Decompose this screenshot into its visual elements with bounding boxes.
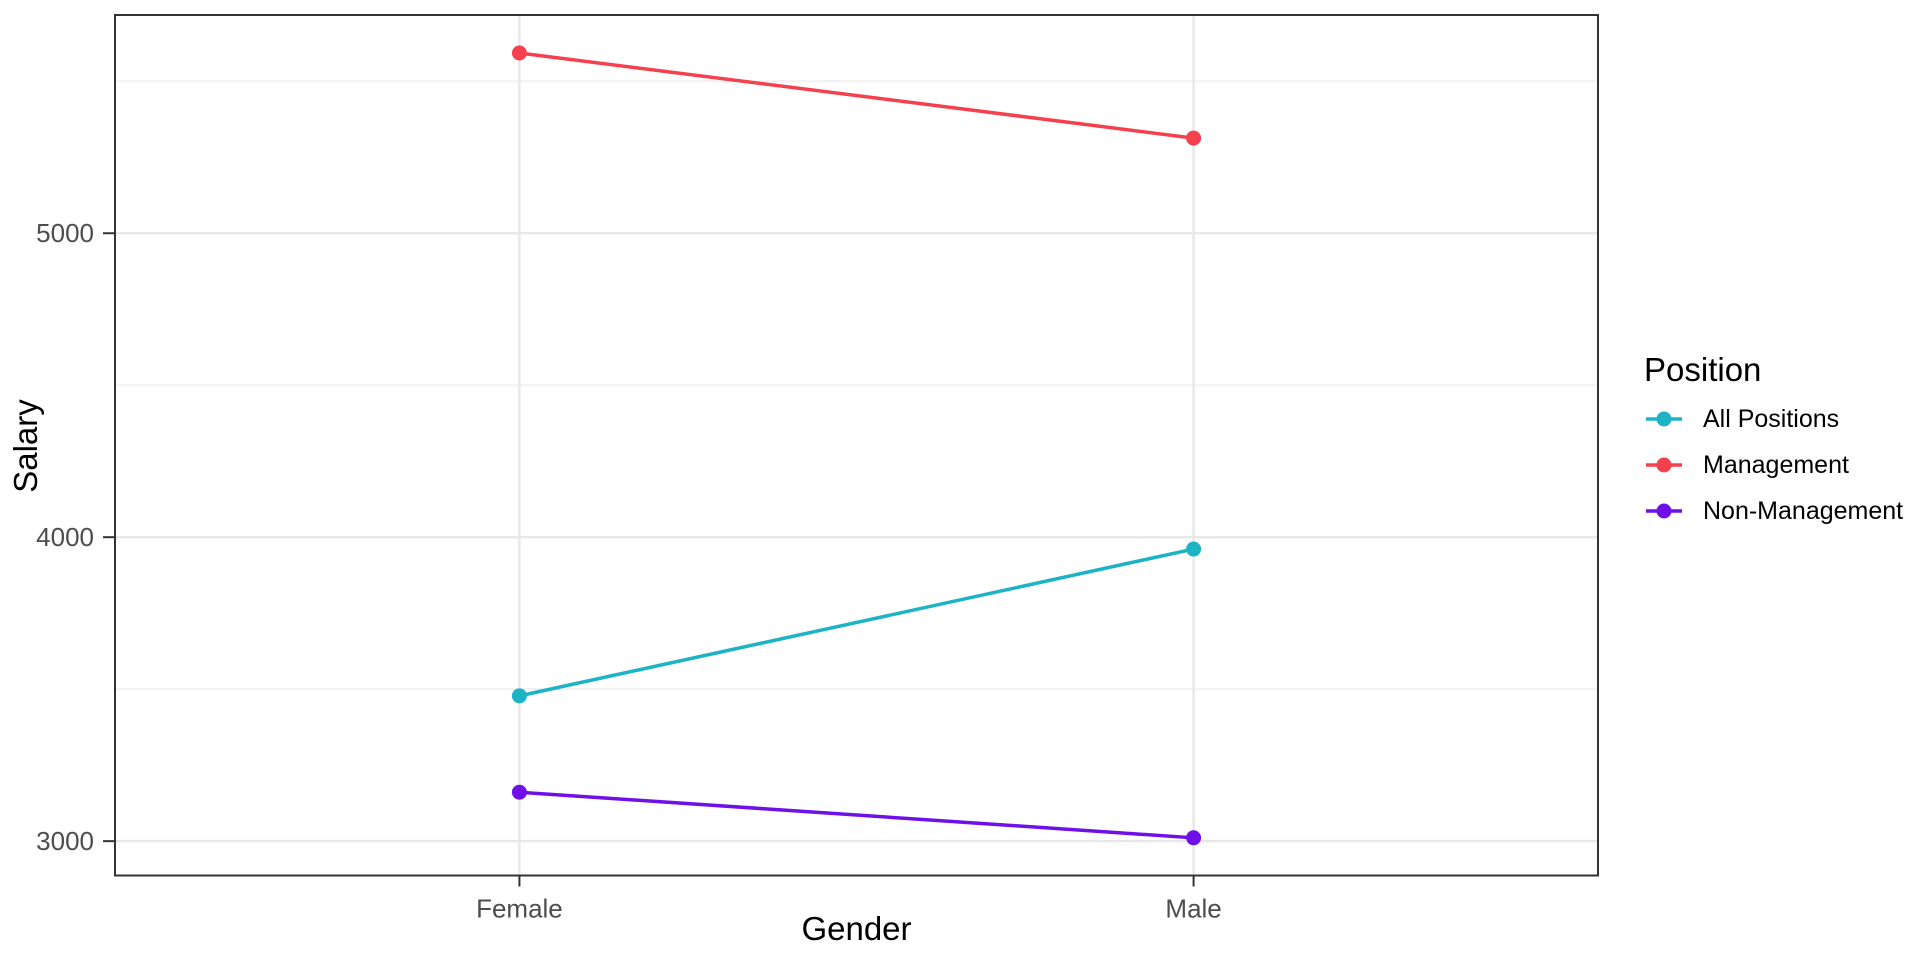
y-axis-tick-label: 4000 [36,522,94,552]
legend-item-management: Management [1644,442,1903,488]
legend-item-all-positions: All Positions [1644,396,1903,442]
series-line-all-positions [519,547,1194,698]
series-line-management [519,51,1194,140]
legend-key-line-point-icon [1646,411,1682,427]
legend-label: Management [1703,450,1849,479]
legend-item-non-management: Non-Management [1644,488,1903,534]
x-axis-title: Gender [801,910,912,947]
y-axis-title: Salary [7,399,44,493]
legend-label: All Positions [1703,404,1840,433]
x-axis-tick-label-male: Male [1165,894,1221,924]
data-point-management-male [1186,130,1202,146]
legend-title: Position [1644,351,1762,388]
data-point-non-management-female [511,784,527,800]
data-point-all-positions-male [1186,541,1202,557]
plot-panel [115,15,1598,876]
panel-border [114,14,1599,877]
data-point-all-positions-female [511,688,527,704]
series-line-non-management [519,790,1194,840]
y-axis-tick-label: 3000 [36,826,94,856]
legend: Position All Positions Management Non-Mana… [1644,350,1903,534]
y-axis-tick-label: 5000 [36,218,94,248]
legend-label: Non-Management [1703,496,1904,525]
data-point-management-female [511,45,527,61]
legend-key-line-point-icon [1646,503,1682,519]
legend-key-line-point-icon [1646,457,1682,473]
x-axis-tick-label-female: Female [476,894,563,924]
legend-items: All Positions Management Non-Management [1644,396,1903,534]
data-point-non-management-male [1186,830,1202,846]
